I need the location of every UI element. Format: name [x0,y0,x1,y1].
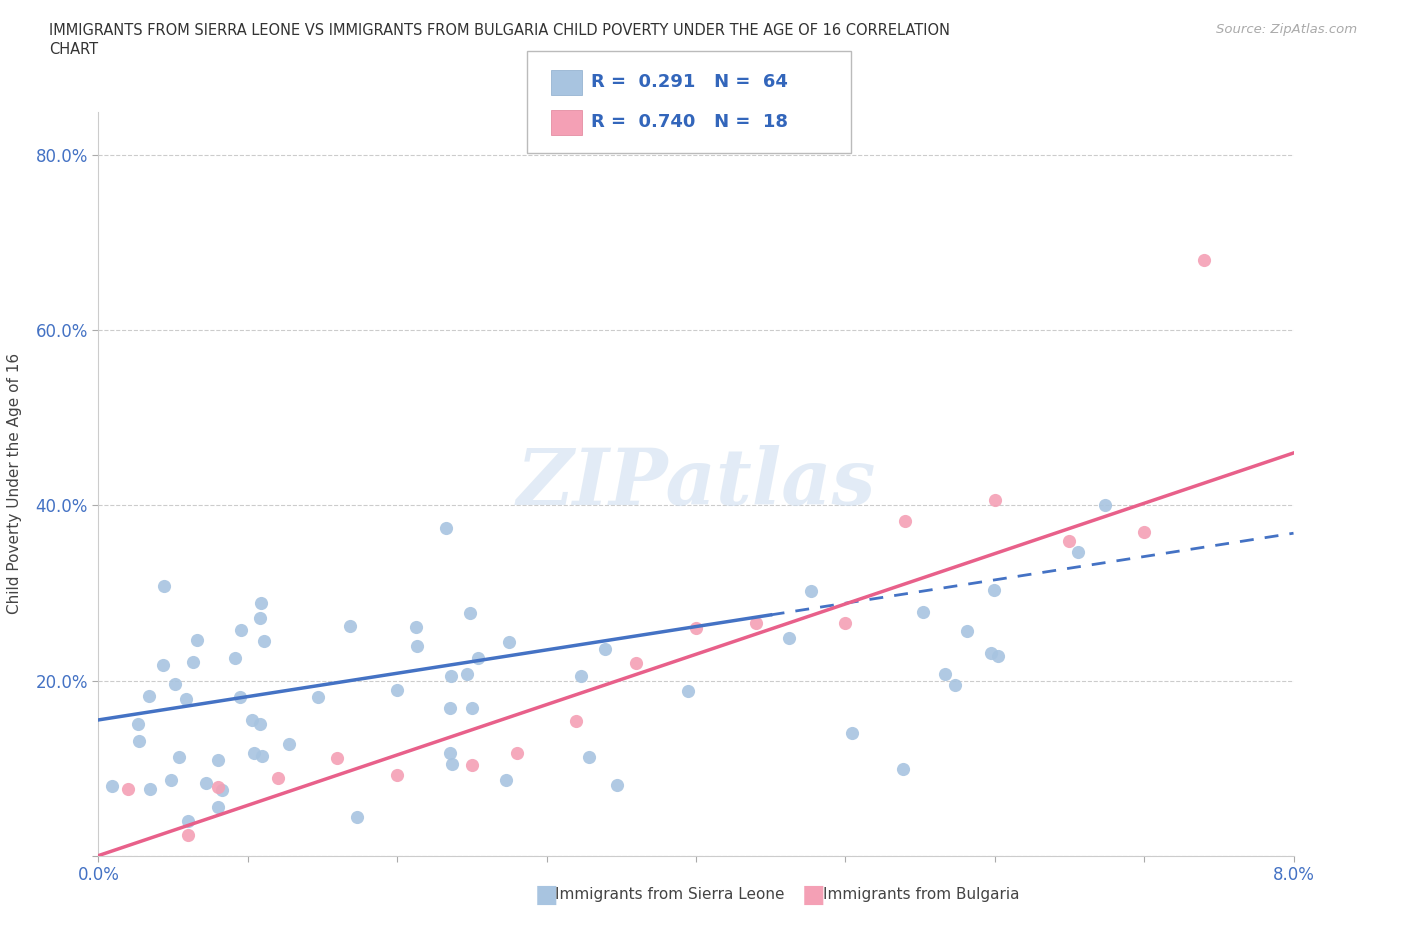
Point [307,689,329,704]
Point [676,684,699,698]
Point [207,800,229,815]
Point [440,669,463,684]
Point [186,632,208,647]
Point [578,750,600,764]
Point [387,683,409,698]
Point [593,642,616,657]
Point [983,583,1005,598]
Point [101,778,124,793]
Point [406,639,429,654]
Point [165,677,187,692]
Text: R =  0.291   N =  64: R = 0.291 N = 64 [591,73,787,91]
Point [229,689,252,704]
Point [745,616,768,631]
Point [177,828,200,843]
Point [980,645,1002,660]
Point [987,648,1010,663]
Point [685,620,707,635]
Point [893,761,915,776]
Point [267,770,290,785]
Point [1133,525,1156,539]
Point [181,654,204,669]
Point [467,651,489,666]
Point [128,734,150,749]
Point [159,772,181,787]
Point [253,633,276,648]
Point [250,748,273,763]
Point [436,521,458,536]
Point [346,809,368,824]
Point [176,813,198,828]
Point [249,717,271,732]
Point [138,688,160,703]
Point [249,610,271,625]
Text: IMMIGRANTS FROM SIERRA LEONE VS IMMIGRANTS FROM BULGARIA CHILD POVERTY UNDER THE: IMMIGRANTS FROM SIERRA LEONE VS IMMIGRAN… [49,23,950,38]
Point [326,751,349,766]
Point [211,782,233,797]
Point [385,767,409,782]
Point [169,750,191,764]
Point [911,604,934,619]
Point [1067,544,1090,559]
Point [506,746,529,761]
Point [1192,253,1215,268]
Point [984,493,1007,508]
Text: CHART: CHART [49,42,98,57]
Point [495,773,517,788]
Text: ■: ■ [534,883,558,907]
Point [569,669,592,684]
Point [461,700,484,715]
Point [117,782,139,797]
Point [249,595,271,610]
Point [152,658,174,672]
Point [894,513,917,528]
Point [138,782,160,797]
Point [441,757,464,772]
Point [405,619,427,634]
Point [240,712,263,727]
Point [224,650,246,665]
Point [841,725,863,740]
Point [1059,534,1081,549]
Point [934,667,956,682]
Point [339,618,361,633]
Point [606,778,628,793]
Point [243,745,266,760]
Point [229,622,252,637]
Point [834,616,856,631]
Point [626,656,648,671]
Text: ■: ■ [801,883,825,907]
Point [153,578,176,593]
Text: R =  0.740   N =  18: R = 0.740 N = 18 [591,113,787,131]
Point [127,716,149,731]
Point [195,776,218,790]
Point [456,667,478,682]
Text: Immigrants from Sierra Leone: Immigrants from Sierra Leone [555,887,785,902]
Point [956,624,979,639]
Point [1094,498,1116,513]
Text: Immigrants from Bulgaria: Immigrants from Bulgaria [823,887,1019,902]
Point [461,757,484,772]
Point [458,605,481,620]
Point [439,700,461,715]
Point [207,752,229,767]
Point [800,584,823,599]
Text: Source: ZipAtlas.com: Source: ZipAtlas.com [1216,23,1357,36]
Text: ZIPatlas: ZIPatlas [516,445,876,522]
Point [277,737,299,751]
Point [498,634,520,649]
Point [565,713,588,728]
Point [174,692,197,707]
Point [943,677,966,692]
Point [207,779,229,794]
Y-axis label: Child Poverty Under the Age of 16: Child Poverty Under the Age of 16 [7,353,21,614]
Point [439,746,461,761]
Point [778,631,800,645]
